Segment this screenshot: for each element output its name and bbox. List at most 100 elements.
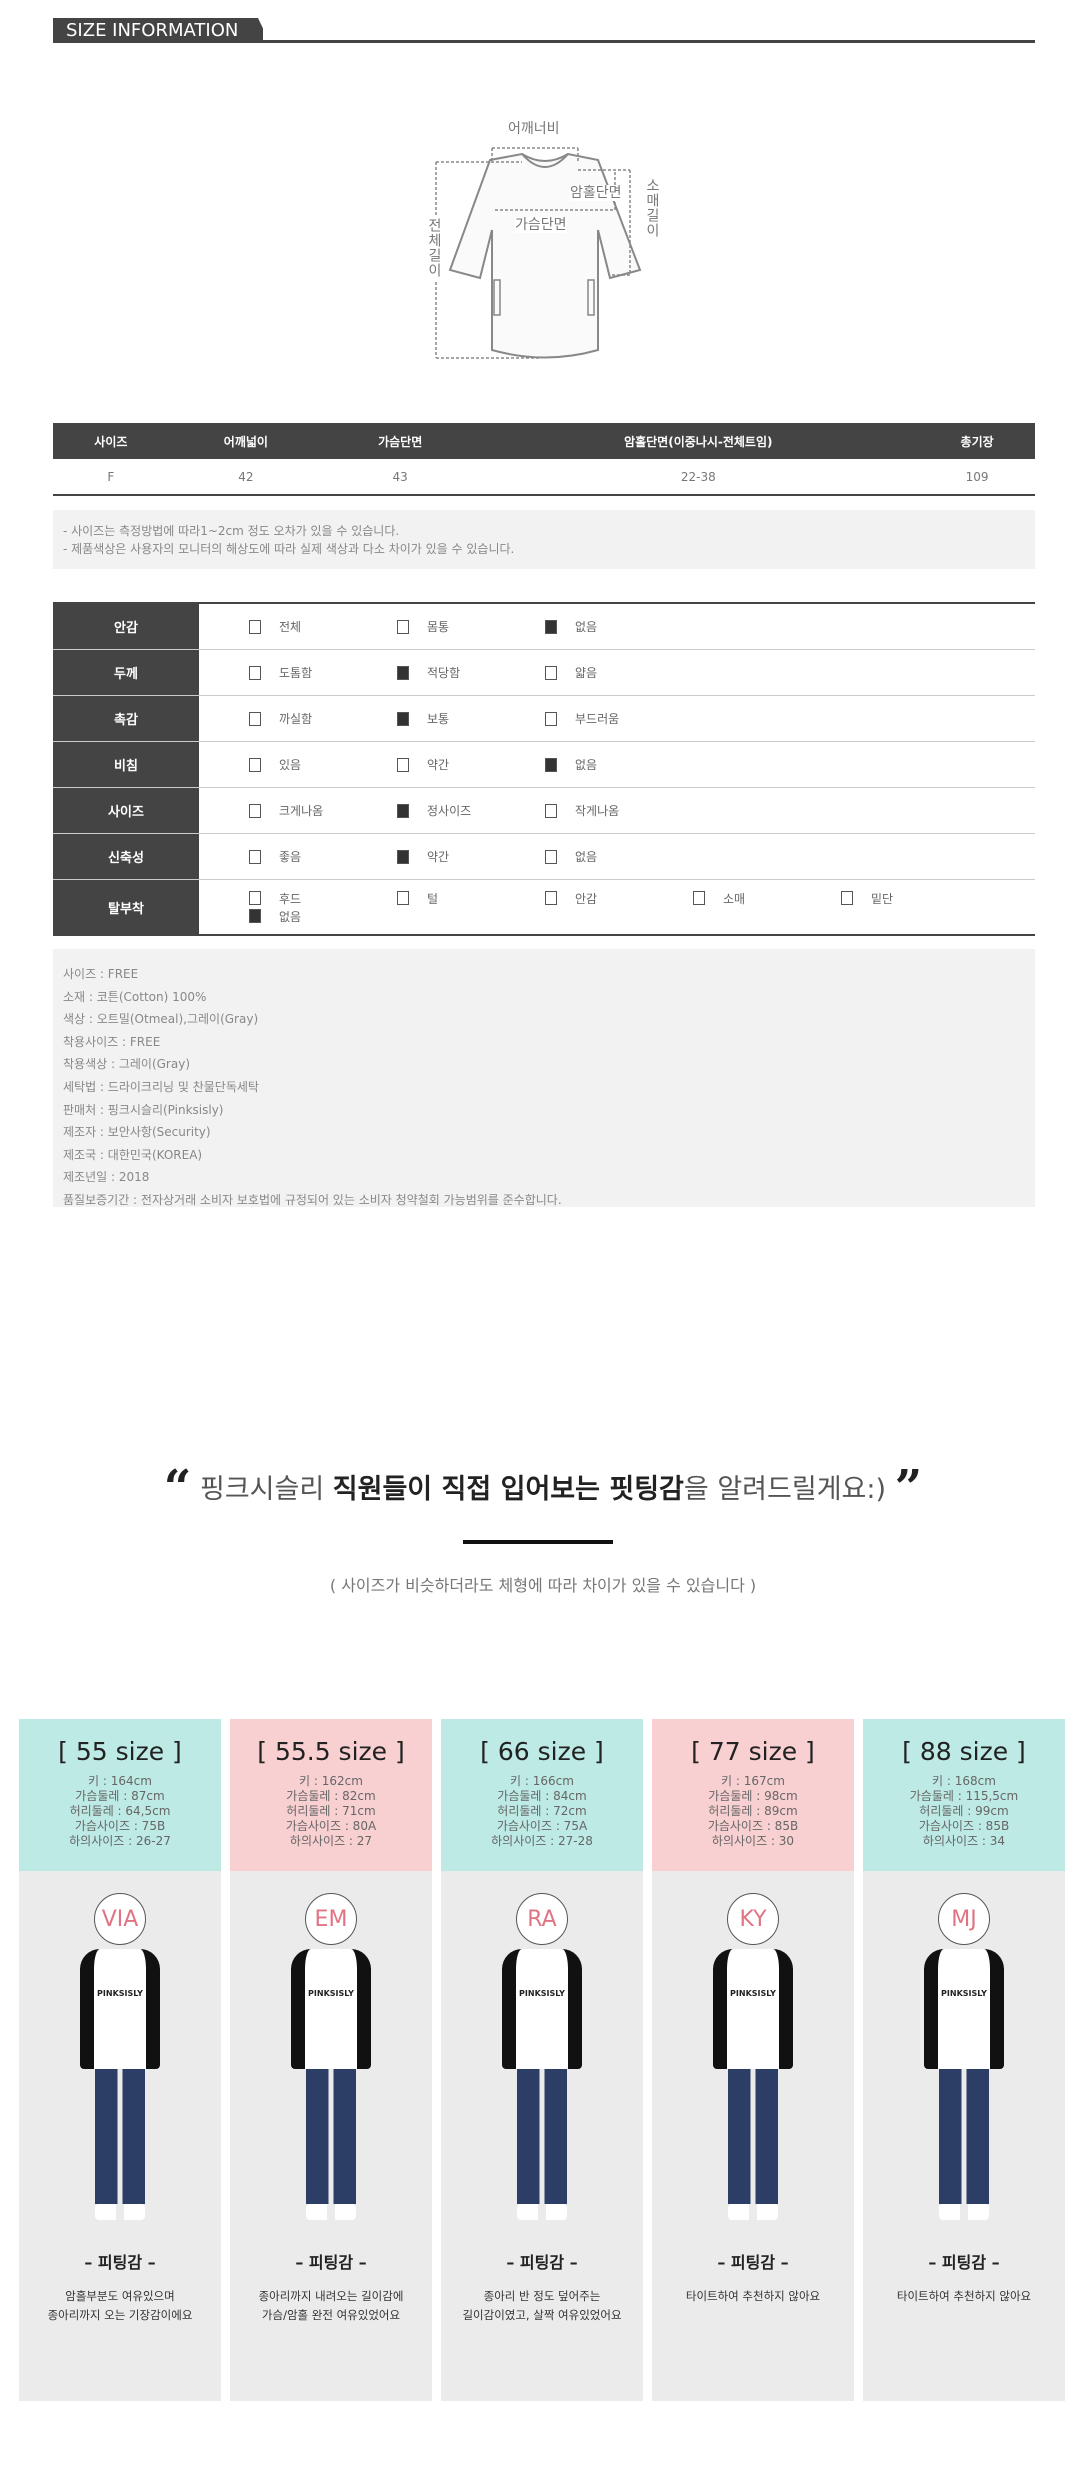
unchecked-box-icon xyxy=(545,711,557,726)
attribute-option: 보통 xyxy=(397,710,545,728)
fit-description: 종아리까지 내려오는 길이감에 가슴/암홀 완전 여유있었어요 xyxy=(230,2287,432,2325)
model-name-sign: EM xyxy=(305,1893,357,1945)
garment-size-diagram: 어깨너비 암홀단면 가슴단면 소매길이 전체길이 xyxy=(420,105,670,365)
option-label: 몸통 xyxy=(427,620,450,634)
info-line: 사이즈 : FREE xyxy=(63,967,139,981)
info-line: 색상 : 오트밀(Otmeal),그레이(Gray) xyxy=(63,1012,259,1027)
option-label: 소매 xyxy=(723,891,746,906)
attribute-option: 후드 xyxy=(249,889,397,907)
stat-line: 가슴둘레 : 84cm xyxy=(497,1789,587,1803)
unchecked-box-icon xyxy=(545,891,557,905)
model-shirt: PINKSISLY xyxy=(80,1949,160,2069)
option-label: 없음 xyxy=(279,909,302,924)
model-name-sign: KY xyxy=(727,1893,779,1945)
unchecked-box-icon xyxy=(397,619,409,634)
attribute-label: 신축성 xyxy=(53,834,199,879)
fitting-card: [ 55.5 size ] 키 : 162cm 가슴둘레 : 82cm 허리둘레 : … xyxy=(230,1719,432,2401)
checked-box-icon xyxy=(397,849,409,864)
model-shoes xyxy=(517,2204,567,2220)
stat-line: 가슴사이즈 : 75A xyxy=(496,1819,588,1833)
info-line: 착용사이즈 : FREE xyxy=(63,1034,161,1049)
unchecked-box-icon xyxy=(249,757,261,772)
attribute-row: 사이즈 크게나옴 정사이즈 작게나옴 xyxy=(53,788,1035,834)
option-label: 밑단 xyxy=(871,891,894,906)
stat-line: 허리둘레 : 99cm xyxy=(919,1804,1009,1818)
unchecked-box-icon xyxy=(841,891,853,905)
checked-box-icon xyxy=(545,757,557,772)
attribute-label: 탈부착 xyxy=(53,880,199,934)
option-label: 없음 xyxy=(575,620,598,634)
model-photo: EM PINKSISLY xyxy=(230,1871,432,2241)
attribute-options: 전체 몸통 없음 xyxy=(199,604,1035,649)
stat-line: 하의사이즈 : 27-28 xyxy=(491,1834,593,1848)
option-label: 안감 xyxy=(575,891,598,906)
close-quote-icon: ” xyxy=(894,1460,923,1516)
model-shirt: PINKSISLY xyxy=(291,1949,371,2069)
option-label: 정사이즈 xyxy=(427,804,472,818)
unchecked-box-icon xyxy=(249,619,261,634)
size-title: [ 66 size ] xyxy=(480,1737,604,1766)
unchecked-box-icon xyxy=(249,849,261,864)
model-photo: VIA PINKSISLY xyxy=(19,1871,221,2241)
label-armhole: 암홀단면 xyxy=(570,185,622,201)
info-line: 제조국 : 대한민국(KOREA) xyxy=(63,1147,203,1162)
fitting-heading: “ 핑크시슬리 직원들이 직접 입어보는 핏팅감을 알려드릴게요:) ” xyxy=(0,1460,1086,1516)
option-label: 좋음 xyxy=(279,850,302,864)
card-header: [ 66 size ] 키 : 166cm 가슴둘레 : 84cm 허리둘레 : 72… xyxy=(441,1719,643,1871)
desc-line: 타이트하여 추천하지 않아요 xyxy=(896,2289,1032,2303)
stat-line: 키 : 164cm xyxy=(88,1774,152,1788)
attribute-option: 크게나옴 xyxy=(249,802,397,820)
attribute-label: 안감 xyxy=(53,604,199,649)
attribute-row: 촉감 까실함 보통 부드러움 xyxy=(53,696,1035,742)
option-label: 까실함 xyxy=(279,712,313,726)
card-header: [ 55 size ] 키 : 164cm 가슴둘레 : 87cm 허리둘레 : 64… xyxy=(19,1719,221,1871)
attribute-option: 정사이즈 xyxy=(397,802,545,820)
option-label: 도톰함 xyxy=(279,666,313,680)
attribute-option: 부드러움 xyxy=(545,710,693,728)
unchecked-box-icon xyxy=(545,849,557,864)
attribute-option: 약간 xyxy=(397,756,545,774)
note: - 제품색상은 사용자의 모니터의 해상도에 따라 실제 색상과 다소 차이가 … xyxy=(63,542,515,556)
fitting-card: [ 66 size ] 키 : 166cm 가슴둘레 : 84cm 허리둘레 : 72… xyxy=(441,1719,643,2401)
attribute-option: 없음 xyxy=(545,618,693,636)
table-row: F 42 43 22-38 109 xyxy=(53,459,1035,496)
fitting-card: [ 55 size ] 키 : 164cm 가슴둘레 : 87cm 허리둘레 : 64… xyxy=(19,1719,221,2401)
option-label: 작게나옴 xyxy=(575,804,620,818)
size-title: [ 55 size ] xyxy=(58,1737,182,1766)
attribute-option: 도톰함 xyxy=(249,664,397,682)
unchecked-box-icon xyxy=(693,891,705,905)
attribute-option: 안감 xyxy=(545,889,693,907)
label-sleeve: 소매길이 xyxy=(644,175,660,241)
fit-description: 타이트하여 추천하지 않아요 xyxy=(863,2287,1065,2306)
attribute-options: 도톰함 적당함 얇음 xyxy=(199,650,1035,695)
stat-line: 가슴둘레 : 87cm xyxy=(75,1789,165,1803)
info-line: 착용색상 : 그레이(Gray) xyxy=(63,1057,191,1072)
cell: 43 xyxy=(323,459,478,496)
attribute-table: 안감 전체 몸통 없음 두께 도톰함 적당함 얇음 촉감 까실함 보통 부드러움 비침 있음 약간 없음 사이즈… xyxy=(53,602,1035,936)
unchecked-box-icon xyxy=(249,665,261,680)
unchecked-box-icon xyxy=(249,803,261,818)
attribute-option: 없음 xyxy=(545,756,693,774)
divider xyxy=(463,1540,613,1544)
model-jeans xyxy=(728,2069,778,2204)
stat-line: 키 : 168cm xyxy=(932,1774,996,1788)
open-quote-icon: “ xyxy=(163,1460,192,1516)
option-label: 전체 xyxy=(279,620,302,634)
model-jeans xyxy=(939,2069,989,2204)
col-size: 사이즈 xyxy=(53,423,169,459)
info-line: 제조년일 : 2018 xyxy=(63,1170,150,1185)
stat-line: 가슴사이즈 : 85B xyxy=(707,1819,799,1833)
desc-line: 종아리까지 오는 기장감이에요 xyxy=(47,2308,193,2322)
fit-description: 종아리 반 정도 덮어주는 길이감이였고, 살짝 여유있었어요 xyxy=(441,2287,643,2325)
stat-line: 가슴둘레 : 115,5cm xyxy=(909,1789,1019,1803)
option-label: 털 xyxy=(427,891,439,906)
stat-line: 가슴둘레 : 82cm xyxy=(286,1789,376,1803)
option-label: 없음 xyxy=(575,758,598,772)
attribute-label: 촉감 xyxy=(53,696,199,741)
checked-box-icon xyxy=(397,803,409,818)
option-label: 적당함 xyxy=(427,666,461,680)
model-name-sign: RA xyxy=(516,1893,568,1945)
size-table: 사이즈 어깨넓이 가슴단면 암홀단면(이중나시-전체트임) 총기장 F 42 4… xyxy=(53,423,1035,496)
info-line: 소재 : 코튼(Cotton) 100% xyxy=(63,989,207,1004)
fit-description: 타이트하여 추천하지 않아요 xyxy=(652,2287,854,2306)
